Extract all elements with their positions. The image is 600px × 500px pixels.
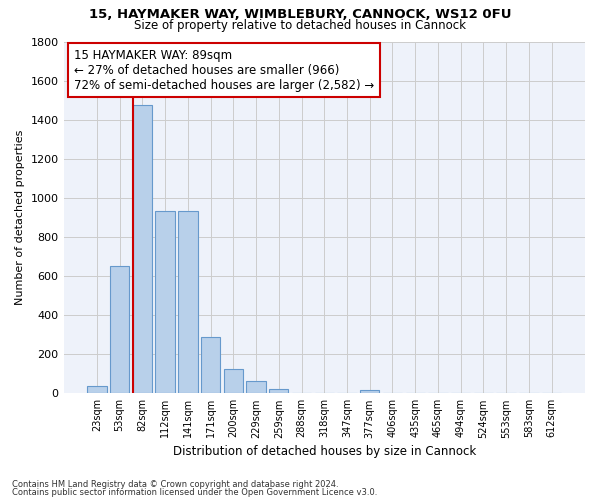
Bar [269,389,289,394]
X-axis label: Distribution of detached houses by size in Cannock: Distribution of detached houses by size … [173,444,476,458]
Bar [155,210,175,394]
Text: Contains HM Land Registry data © Crown copyright and database right 2024.: Contains HM Land Registry data © Crown c… [12,480,338,489]
Text: Size of property relative to detached houses in Cannock: Size of property relative to detached ho… [134,18,466,32]
Bar [178,210,197,394]
Bar [247,380,266,394]
Y-axis label: Number of detached properties: Number of detached properties [15,130,25,305]
Text: Contains public sector information licensed under the Open Government Licence v3: Contains public sector information licen… [12,488,377,497]
Bar [201,336,220,394]
Bar [87,386,107,394]
Bar [224,369,243,394]
Bar [133,105,152,394]
Text: 15 HAYMAKER WAY: 89sqm
← 27% of detached houses are smaller (966)
72% of semi-de: 15 HAYMAKER WAY: 89sqm ← 27% of detached… [74,48,374,92]
Bar [110,266,130,394]
Text: 15, HAYMAKER WAY, WIMBLEBURY, CANNOCK, WS12 0FU: 15, HAYMAKER WAY, WIMBLEBURY, CANNOCK, W… [89,8,511,20]
Bar [360,390,379,394]
